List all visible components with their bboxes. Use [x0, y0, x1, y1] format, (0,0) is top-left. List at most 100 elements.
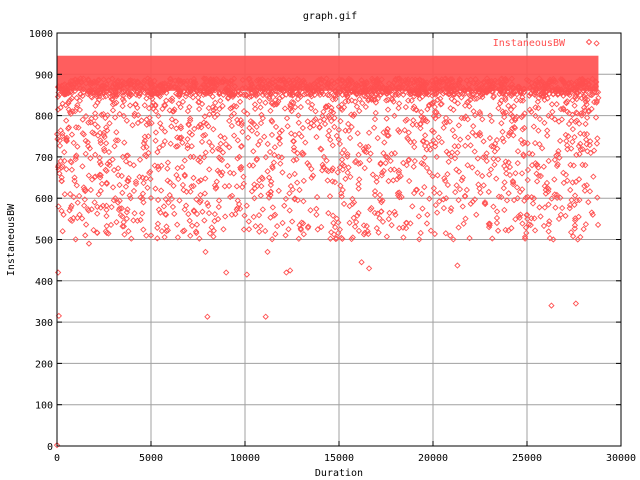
band-point	[583, 79, 590, 86]
data-point	[79, 163, 86, 170]
data-point	[213, 178, 220, 185]
data-point	[100, 145, 108, 152]
data-point	[247, 118, 254, 125]
data-point	[245, 226, 253, 233]
data-point	[441, 177, 449, 184]
data-point	[56, 170, 63, 177]
data-point	[525, 221, 533, 228]
data-point	[380, 129, 387, 136]
data-point	[98, 180, 106, 187]
data-point	[536, 115, 544, 123]
data-point	[394, 190, 402, 197]
band-point	[116, 82, 123, 90]
data-point	[228, 211, 235, 218]
data-point	[572, 118, 579, 125]
data-point	[253, 123, 260, 131]
data-point	[119, 213, 126, 220]
data-point	[423, 164, 431, 172]
band-point	[338, 77, 345, 84]
data-point	[436, 198, 443, 205]
data-point	[109, 107, 117, 114]
band-point	[467, 76, 474, 83]
data-point	[299, 151, 306, 158]
data-point	[393, 176, 401, 183]
data-point	[304, 98, 312, 106]
data-point	[141, 151, 149, 159]
data-point	[361, 164, 368, 172]
band-point	[264, 84, 271, 91]
data-point	[318, 223, 325, 231]
data-point	[120, 219, 127, 226]
data-point	[541, 119, 548, 127]
data-point	[53, 442, 61, 449]
data-point	[524, 140, 531, 147]
data-point	[184, 142, 191, 149]
data-point	[131, 110, 138, 117]
data-point	[360, 231, 368, 238]
data-point	[209, 103, 216, 111]
data-point	[111, 143, 118, 150]
band-point	[358, 77, 365, 84]
data-point	[287, 101, 294, 108]
band-point	[140, 84, 148, 91]
data-point	[586, 188, 594, 195]
data-point	[103, 179, 110, 186]
data-point	[297, 103, 304, 111]
data-point	[287, 88, 295, 95]
data-point	[174, 221, 181, 228]
data-point	[571, 192, 579, 199]
data-point	[476, 129, 483, 137]
data-point	[264, 140, 271, 148]
data-point	[145, 89, 152, 96]
data-point	[442, 230, 449, 237]
data-point	[394, 90, 401, 98]
band-point	[217, 79, 225, 86]
x-tick-label: 5000	[139, 453, 163, 464]
band-point	[200, 81, 207, 88]
band-point	[175, 78, 182, 85]
data-point	[63, 137, 70, 145]
band-point	[131, 86, 138, 93]
band-point	[148, 80, 155, 87]
data-point	[316, 118, 324, 125]
data-point	[329, 178, 336, 185]
data-point	[221, 183, 228, 190]
data-point	[553, 191, 561, 199]
data-point	[379, 169, 386, 176]
data-point	[212, 99, 219, 106]
data-point	[68, 166, 76, 173]
data-point	[102, 228, 110, 235]
band-point	[354, 82, 361, 90]
band-point	[239, 85, 246, 92]
data-point	[220, 226, 227, 233]
data-point	[163, 227, 170, 235]
data-point	[545, 157, 552, 165]
data-point	[174, 142, 181, 150]
data-point	[124, 90, 132, 97]
data-point	[162, 211, 170, 218]
data-point	[573, 197, 580, 204]
data-point	[445, 150, 452, 157]
data-point	[454, 100, 462, 107]
data-point	[123, 117, 130, 124]
data-point	[368, 95, 375, 102]
data-point	[286, 172, 293, 180]
data-point	[562, 131, 569, 139]
data-point	[452, 189, 459, 196]
data-point	[346, 202, 353, 210]
band-point	[527, 84, 534, 91]
data-point	[115, 172, 122, 179]
data-point	[313, 193, 321, 201]
data-point	[383, 97, 390, 104]
data-point	[145, 133, 152, 140]
data-point	[516, 88, 523, 95]
data-point	[74, 102, 81, 109]
data-point	[371, 209, 378, 217]
data-point	[147, 175, 154, 183]
data-point	[235, 200, 243, 208]
band-point	[443, 78, 450, 85]
data-point	[246, 124, 253, 132]
data-point	[548, 302, 555, 309]
data-point	[151, 162, 158, 169]
data-point	[417, 121, 424, 128]
